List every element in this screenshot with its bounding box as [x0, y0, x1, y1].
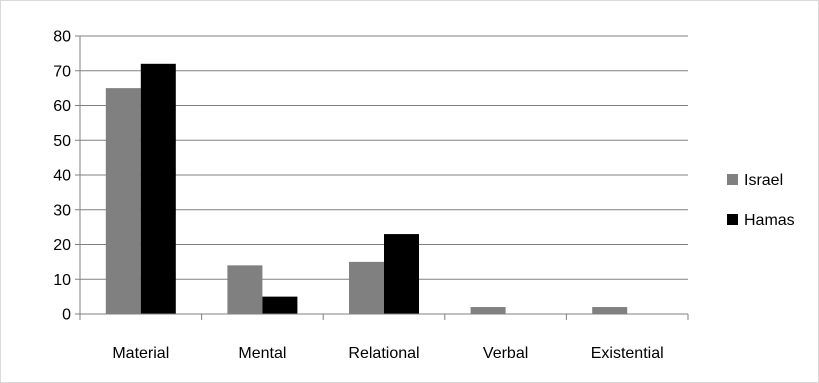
y-tick-label: 20	[53, 237, 71, 254]
legend-label-israel: Israel	[744, 172, 783, 189]
y-tick-label: 30	[53, 202, 71, 219]
y-tick-label: 70	[53, 63, 71, 80]
x-tick-label: Existential	[591, 345, 664, 362]
legend-label-hamas: Hamas	[744, 212, 795, 229]
bar-israel-existential	[592, 307, 628, 314]
legend-swatch-israel	[727, 174, 738, 185]
x-tick-label: Mental	[238, 345, 286, 362]
legend: Israel Hamas	[727, 172, 795, 229]
y-axis-ticks: 0 10 20 30 40 50 60 70 80	[53, 29, 80, 324]
x-tick-label: Verbal	[483, 345, 528, 362]
y-tick-label: 50	[53, 133, 71, 150]
y-tick-label: 0	[62, 307, 71, 324]
legend-swatch-hamas	[727, 214, 738, 225]
bar-israel-material	[105, 88, 141, 314]
x-tick-label: Material	[112, 345, 169, 362]
bars	[105, 63, 628, 314]
bar-hamas-material	[140, 63, 176, 314]
y-tick-label: 60	[53, 98, 71, 115]
gridlines	[80, 35, 688, 280]
bar-israel-verbal	[470, 307, 506, 314]
y-tick-label: 40	[53, 168, 71, 185]
bar-hamas-relational	[384, 234, 419, 314]
bar-hamas-mental	[262, 296, 298, 314]
bar-israel-relational	[349, 261, 384, 314]
x-axis-ticks: Material Mental Relational Verbal Existentia…	[79, 314, 689, 362]
bar-israel-mental	[227, 265, 263, 314]
x-tick-label: Relational	[348, 345, 419, 362]
axes	[79, 36, 688, 315]
y-tick-label: 80	[53, 29, 71, 46]
y-tick-label: 10	[53, 272, 71, 289]
